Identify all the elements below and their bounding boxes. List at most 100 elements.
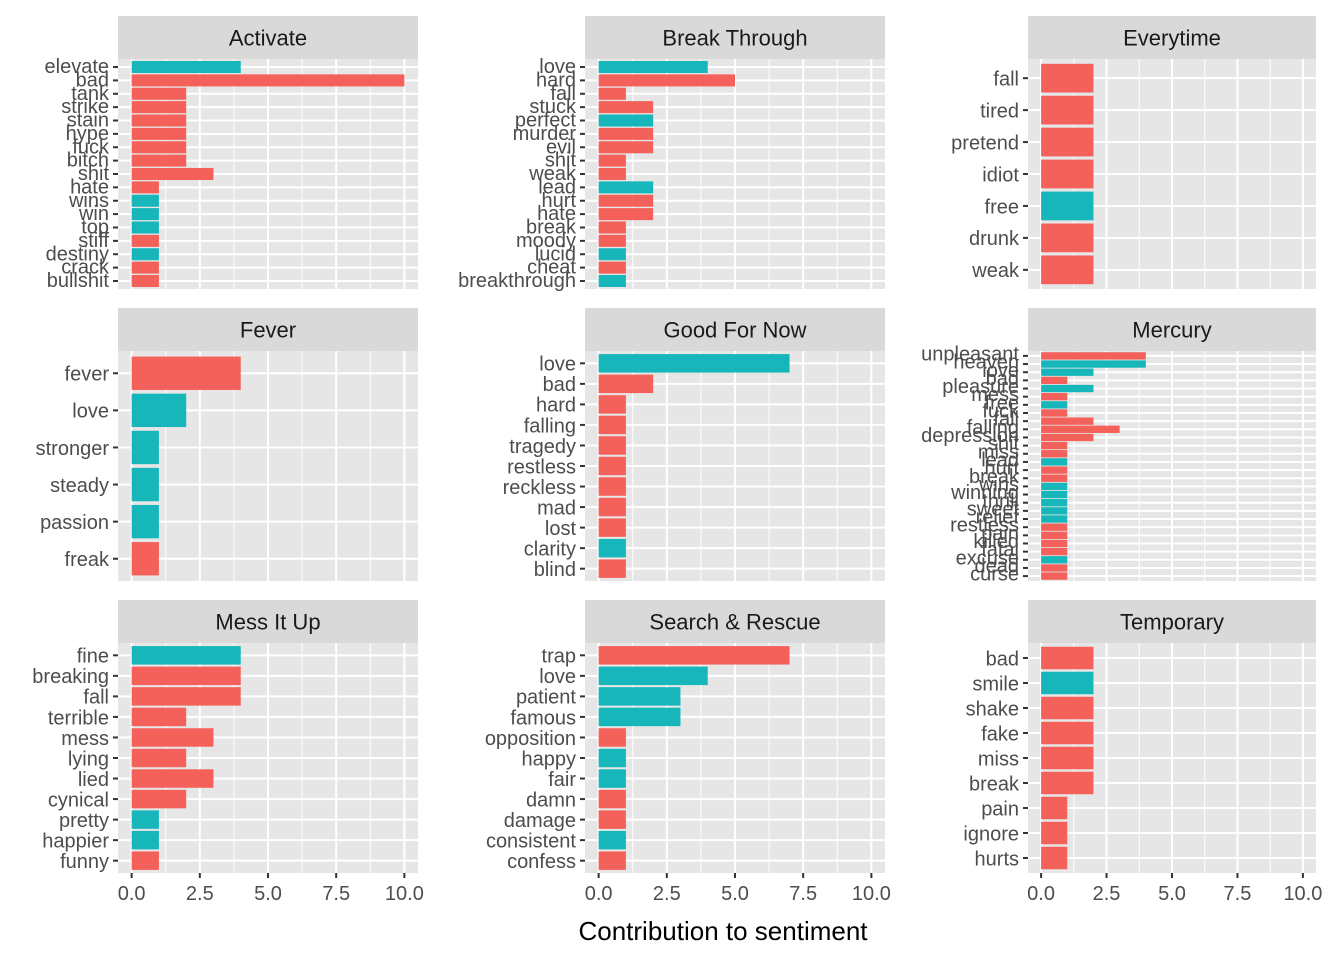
bar-happier [131, 830, 159, 850]
bar-break [598, 221, 626, 234]
x-axis-title: Contribution to sentiment [578, 916, 868, 946]
y-tick-label: perfect [515, 110, 577, 132]
bar-drunk [1041, 223, 1094, 253]
y-tick-label: consistent [486, 830, 576, 852]
bar-unpleasant [1041, 352, 1146, 360]
bar-patient [598, 687, 681, 706]
bar-tank [131, 87, 187, 100]
y-tick-label: winning [950, 482, 1019, 504]
y-tick-label: opposition [485, 728, 576, 750]
y-tick-label: smile [972, 673, 1019, 695]
facet-panel-everytime: Everytime fall tired pretend idiot free drunk w… [951, 16, 1316, 289]
bar-depression [1041, 433, 1094, 442]
panel-title: Activate [229, 26, 307, 51]
y-tick-label: hurt [542, 190, 577, 212]
bar-happy [598, 748, 626, 768]
y-tick-label: patient [516, 687, 576, 709]
y-tick-label: ignore [963, 823, 1019, 845]
x-tick-label: 7.5 [322, 883, 350, 905]
bar-shit [131, 167, 214, 181]
bar-falling [598, 415, 626, 435]
y-tick-label: idiot [982, 164, 1019, 186]
y-tick-label: freak [65, 549, 110, 571]
y-tick-label: fall [550, 83, 576, 105]
bar-damn [598, 789, 626, 809]
y-tick-label: love [539, 354, 576, 376]
bar-destiny [131, 248, 159, 261]
bar-weak [1041, 255, 1094, 285]
y-tick-label: bullshit [47, 270, 110, 292]
y-tick-label: love [982, 360, 1019, 382]
y-tick-label: fuck [982, 401, 1020, 423]
y-tick-label: killed [973, 531, 1019, 553]
y-tick-label: fake [981, 723, 1019, 745]
strip-background [118, 308, 418, 351]
bar-lying [131, 748, 187, 768]
y-tick-label: hurt [985, 458, 1020, 480]
bar-freak [131, 542, 159, 576]
y-tick-label: lost [545, 518, 577, 540]
y-tick-label: bad [76, 69, 109, 91]
y-tick-label: free [985, 196, 1019, 218]
y-tick-label: thrill [982, 490, 1019, 512]
bar-fuck [131, 141, 187, 154]
y-tick-label: shake [966, 698, 1019, 720]
bar-steady [131, 467, 159, 502]
y-tick-label: stronger [36, 438, 110, 460]
y-tick-label: tank [71, 83, 110, 105]
bar-shake [1041, 696, 1094, 720]
y-tick-label: strike [61, 96, 109, 118]
bar-top [131, 221, 159, 234]
y-tick-label: fall [993, 409, 1019, 431]
bar-fatal [1041, 547, 1068, 556]
y-tick-label: hard [536, 69, 576, 91]
bar-damage [598, 810, 626, 829]
bar-tragedy [598, 436, 626, 455]
y-tick-label: break [969, 466, 1020, 488]
y-tick-label: fatal [981, 539, 1019, 561]
y-tick-label: bad [543, 374, 576, 396]
y-tick-label: miss [978, 441, 1019, 463]
y-tick-label: shit [78, 163, 110, 185]
facet-panel-temporary: Temporary bad smile shake fake miss break pain i… [963, 600, 1322, 905]
y-tick-label: reckless [503, 477, 576, 499]
bar-win [131, 208, 159, 221]
panel-title: Mercury [1132, 318, 1211, 343]
bar-tired [1041, 95, 1094, 125]
y-tick-label: passion [40, 512, 109, 534]
bar-wins [1041, 482, 1068, 491]
bar-lied [131, 769, 214, 788]
bar-wins [131, 194, 159, 207]
y-tick-label: restless [507, 456, 576, 478]
bar-free [1041, 191, 1094, 221]
bar-fall [1041, 417, 1094, 425]
strip-background [1028, 600, 1316, 643]
bar-bad [131, 74, 405, 87]
strip-background [1028, 308, 1316, 351]
bar-opposition [598, 728, 626, 747]
bar-ignore [1041, 821, 1068, 845]
y-tick-label: lead [981, 449, 1019, 471]
facet-panel-activate: Activate elevatebadtankstrikestainhypefuc… [45, 16, 418, 292]
x-tick-label: 10.0 [1283, 883, 1322, 905]
bar-love [598, 666, 708, 686]
y-tick-label: weak [528, 163, 577, 185]
bar-weak [598, 167, 626, 181]
y-tick-label: curse [970, 564, 1019, 586]
bar-idiot [1041, 159, 1094, 189]
bar-fever [131, 356, 241, 390]
y-tick-label: fuck [72, 136, 110, 158]
bar-stiff [131, 234, 159, 247]
y-tick-label: cheat [527, 257, 576, 279]
y-tick-label: bad [986, 368, 1019, 390]
y-tick-label: miss [978, 748, 1019, 770]
bar-miss [1041, 746, 1094, 770]
bar-love [131, 393, 187, 428]
bar-bad [598, 374, 654, 394]
x-tick-label: 0.0 [1027, 883, 1055, 905]
facet-panel-mess-it-up: Mess It Up finebreakingfallterriblemessly… [32, 600, 424, 905]
y-tick-label: pleasure [942, 376, 1019, 398]
bar-lead [1041, 458, 1068, 466]
bar-breakthrough [598, 274, 626, 287]
y-tick-label: elevate [45, 56, 110, 78]
